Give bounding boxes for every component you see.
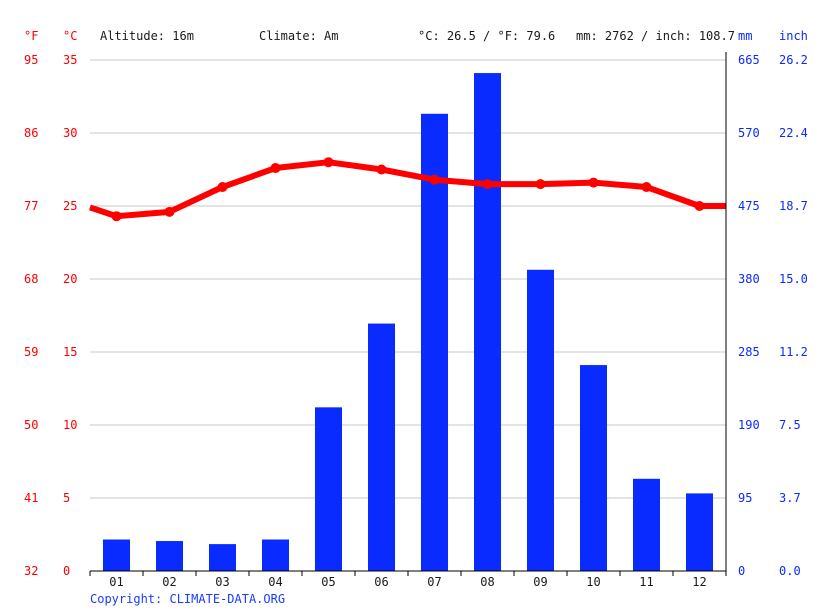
- temperature-point: [323, 157, 334, 168]
- precipitation-bar: [633, 478, 660, 571]
- month-tick-label: 06: [374, 575, 388, 589]
- temperature-point: [164, 206, 175, 217]
- fahrenheit-tick-label: 95: [24, 53, 38, 67]
- inch-tick-label: 18.7: [779, 199, 808, 213]
- fahrenheit-tick-label: 68: [24, 272, 38, 286]
- mm-tick-label: 380: [738, 272, 760, 286]
- celsius-tick-label: 25: [63, 199, 77, 213]
- temperature-point: [588, 177, 599, 188]
- precipitation-bar: [580, 365, 607, 571]
- celsius-tick-label: 20: [63, 272, 77, 286]
- inch-tick-label: 15.0: [779, 272, 808, 286]
- temperature-summary: °C: 26.5 / °F: 79.6: [418, 29, 555, 43]
- month-tick-label: 12: [692, 575, 706, 589]
- precipitation-bar: [315, 407, 342, 571]
- fahrenheit-tick-label: 50: [24, 418, 38, 432]
- temperature-point: [111, 211, 122, 222]
- mm-tick-label: 285: [738, 345, 760, 359]
- axis-labels: 95 35 665 26.2 86 30 570 22.4 77 25 475 18.7 68 20 380…: [24, 53, 808, 589]
- mm-tick-label: 190: [738, 418, 760, 432]
- temperature-point: [535, 179, 546, 190]
- month-tick-label: 11: [639, 575, 653, 589]
- celsius-tick-label: 15: [63, 345, 77, 359]
- precipitation-bar: [209, 544, 236, 571]
- fahrenheit-tick-label: 41: [24, 491, 38, 505]
- inch-tick-label: 26.2: [779, 53, 808, 67]
- precipitation-bar: [527, 269, 554, 571]
- month-tick-label: 09: [533, 575, 547, 589]
- temperature-line-path: [89, 159, 726, 220]
- celsius-tick-label: 0: [63, 564, 70, 578]
- month-tick-label: 05: [321, 575, 335, 589]
- fahrenheit-tick-label: 32: [24, 564, 38, 578]
- precipitation-summary: mm: 2762 / inch: 108.7: [576, 29, 735, 43]
- fahrenheit-tick-label: 86: [24, 126, 38, 140]
- temperature-point: [270, 163, 281, 174]
- celsius-tick-label: 35: [63, 53, 77, 67]
- mm-tick-label: 95: [738, 491, 752, 505]
- mm-unit-label: mm: [738, 29, 752, 43]
- inch-tick-label: 11.2: [779, 345, 808, 359]
- month-tick-label: 01: [109, 575, 123, 589]
- precipitation-bar: [262, 539, 289, 571]
- fahrenheit-tick-label: 59: [24, 345, 38, 359]
- precipitation-bar: [156, 541, 183, 571]
- temperature-point: [694, 201, 705, 211]
- celsius-tick-label: 30: [63, 126, 77, 140]
- precipitation-bar: [103, 539, 130, 571]
- temperature-line: [89, 157, 726, 222]
- temperature-point: [641, 182, 652, 193]
- month-tick-label: 07: [427, 575, 441, 589]
- altitude-label: Altitude: 16m: [100, 29, 194, 43]
- temperature-point: [217, 182, 228, 193]
- month-tick-label: 03: [215, 575, 229, 589]
- fahrenheit-unit-label: °F: [24, 29, 38, 43]
- precipitation-bar: [686, 493, 713, 571]
- gridlines: [90, 59, 726, 499]
- mm-tick-label: 570: [738, 126, 760, 140]
- mm-tick-label: 0: [738, 564, 745, 578]
- inch-tick-label: 0.0: [779, 564, 801, 578]
- month-tick-label: 08: [480, 575, 494, 589]
- celsius-unit-label: °C: [63, 29, 77, 43]
- precipitation-bar: [421, 113, 448, 571]
- inch-tick-label: 3.7: [779, 491, 801, 505]
- precipitation-bar: [474, 73, 501, 571]
- inch-tick-label: 22.4: [779, 126, 808, 140]
- celsius-tick-label: 5: [63, 491, 70, 505]
- month-tick-label: 10: [586, 575, 600, 589]
- inch-tick-label: 7.5: [779, 418, 801, 432]
- temperature-point: [482, 179, 493, 190]
- mm-tick-label: 665: [738, 53, 760, 67]
- mm-tick-label: 475: [738, 199, 760, 213]
- precipitation-bar: [368, 323, 395, 571]
- temperature-point: [429, 174, 440, 185]
- axes: [89, 52, 727, 576]
- month-tick-label: 04: [268, 575, 282, 589]
- copyright-text: Copyright: CLIMATE-DATA.ORG: [90, 592, 285, 606]
- inch-unit-label: inch: [779, 29, 808, 43]
- temperature-point: [376, 164, 387, 175]
- month-tick-label: 02: [162, 575, 176, 589]
- precipitation-bars: [103, 73, 713, 571]
- celsius-tick-label: 10: [63, 418, 77, 432]
- climate-label: Climate: Am: [259, 29, 338, 43]
- fahrenheit-tick-label: 77: [24, 199, 38, 213]
